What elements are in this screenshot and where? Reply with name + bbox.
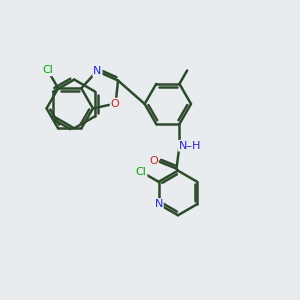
Text: O: O bbox=[111, 99, 119, 109]
Text: N: N bbox=[93, 66, 102, 76]
Text: O: O bbox=[149, 156, 158, 166]
Text: Cl: Cl bbox=[42, 65, 53, 75]
Text: N–H: N–H bbox=[178, 141, 201, 151]
Text: Cl: Cl bbox=[136, 167, 147, 177]
Text: N: N bbox=[154, 199, 163, 209]
